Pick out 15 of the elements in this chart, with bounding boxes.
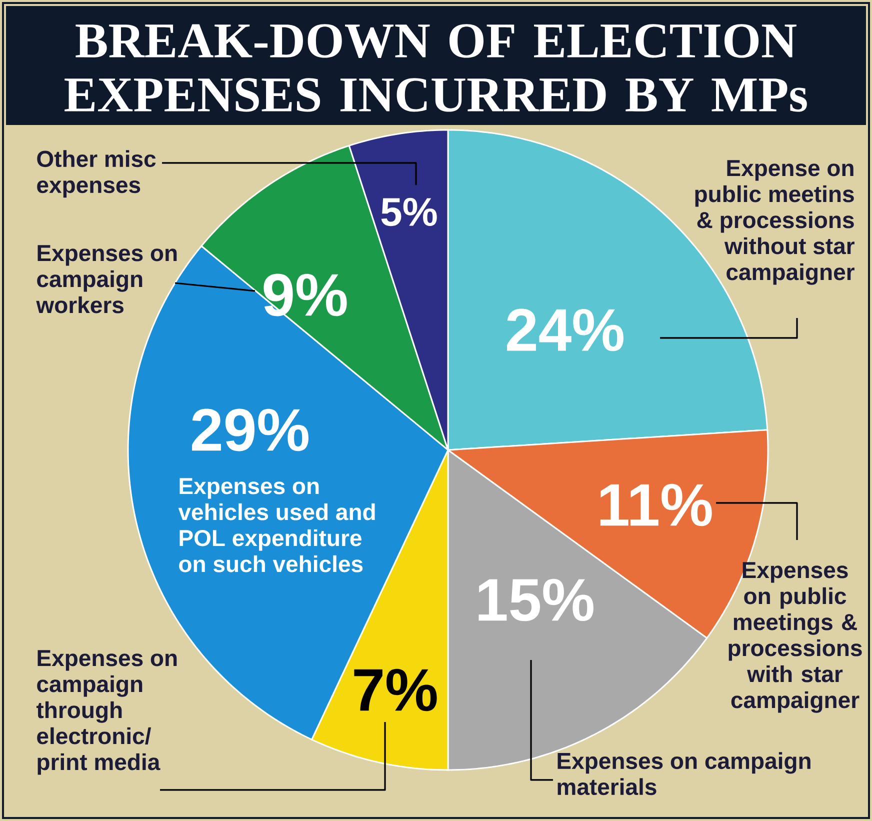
data-label: 9%	[264, 274, 347, 316]
data-label: 29%	[192, 408, 308, 452]
slice-label: Expenses on campaign workers	[36, 245, 177, 314]
chart-title: BREAK-DOWN OF ELECTION EXPENSES INCURRED BY MPs	[64, 24, 807, 112]
data-label: 7%	[354, 668, 437, 712]
slice-label: Expense on public meetins & processions without star campaigner	[695, 160, 854, 285]
slice-label: Expenses on campaign through electronic/ print media	[36, 650, 177, 775]
data-label: 15%	[478, 578, 594, 622]
data-label: 5%	[381, 198, 437, 226]
slice-label: Other misc expenses	[37, 150, 156, 198]
data-label: 11%	[600, 484, 712, 526]
slice-label: Expenses on public meetings & processions with star campaigner	[728, 562, 862, 713]
data-label: 24%	[507, 308, 624, 352]
slice-label: Expenses on campaign materials	[558, 752, 810, 796]
slice-label: Expenses on vehicles used and POL expenditure on such vehicles	[178, 478, 375, 572]
